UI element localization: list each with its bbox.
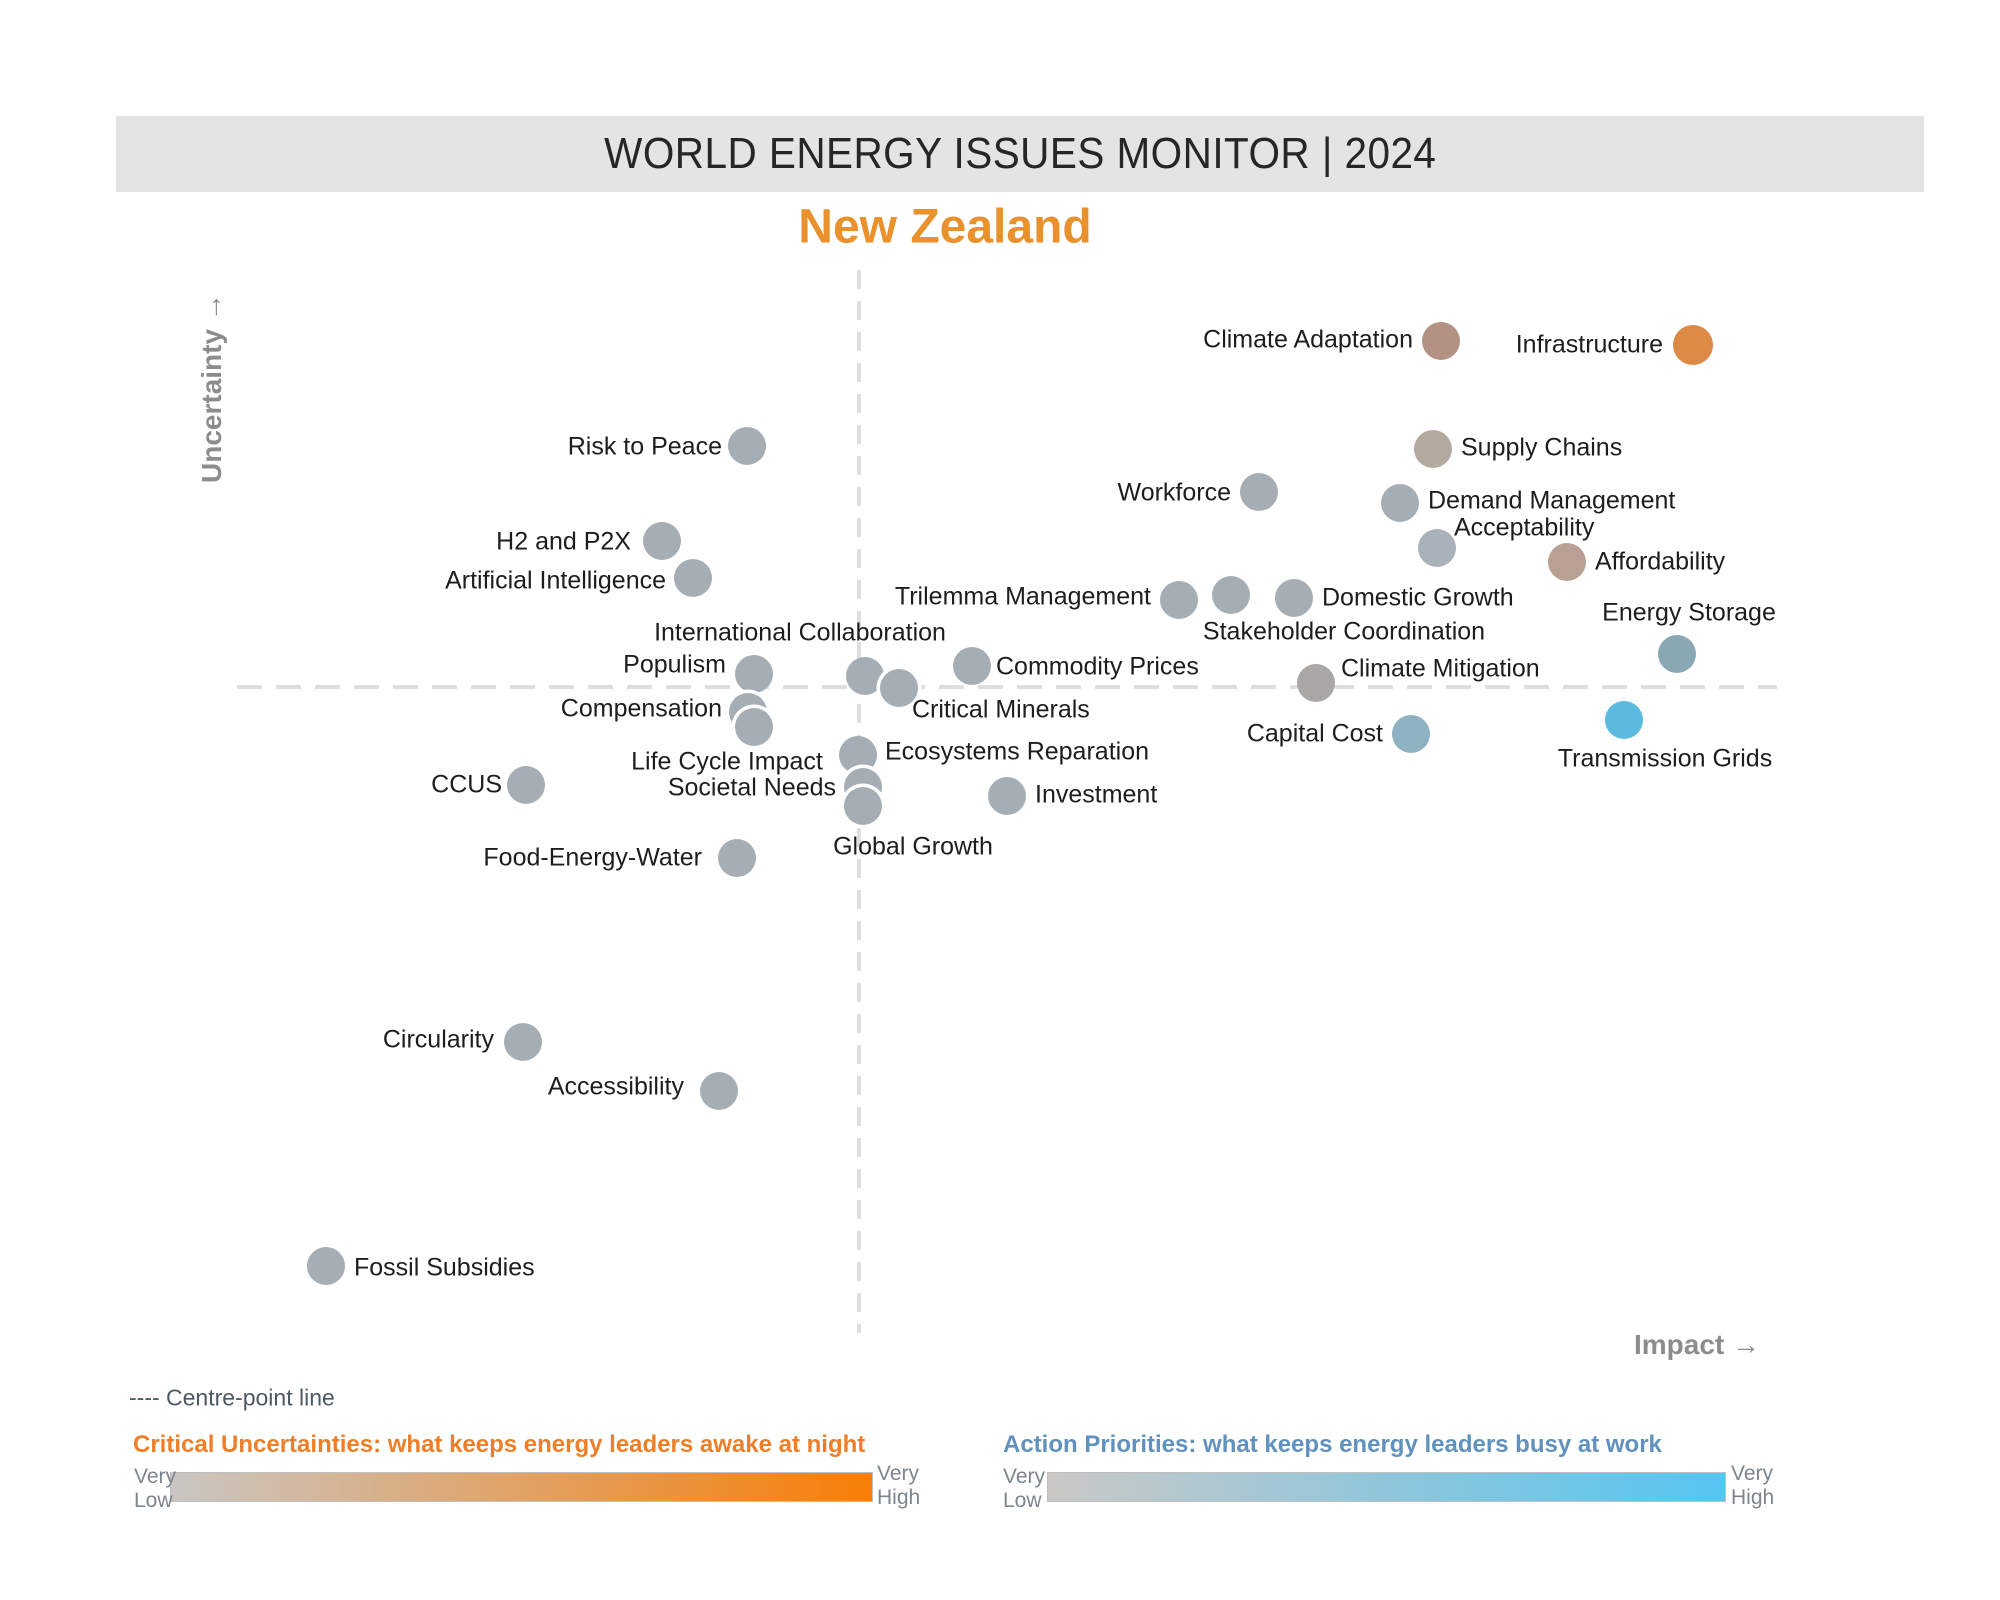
issue-label-acceptability: Acceptability bbox=[1454, 513, 1595, 542]
issue-label-affordability: Affordability bbox=[1595, 547, 1726, 576]
uncertainty-axis-label: Uncertainty → bbox=[196, 293, 227, 483]
issue-label-compensation: Compensation bbox=[560, 694, 722, 723]
issue-label-commodity-prices: Commodity Prices bbox=[996, 652, 1199, 681]
issue-bubble-populism[interactable] bbox=[735, 655, 773, 693]
horizontal-centre-line bbox=[237, 685, 1777, 689]
issue-label-societal-needs: Societal Needs bbox=[667, 773, 836, 802]
issue-bubble-energy-storage[interactable] bbox=[1658, 635, 1696, 673]
issue-label-artificial-intelligence: Artificial Intelligence bbox=[445, 566, 666, 595]
issue-bubble-international-collaboration[interactable] bbox=[846, 657, 884, 695]
issue-bubble-workforce[interactable] bbox=[1240, 473, 1278, 511]
issue-bubble-accessibility[interactable] bbox=[700, 1072, 738, 1110]
action-very-high-label: Very High bbox=[1731, 1462, 1775, 1510]
issue-label-international-collaboration: International Collaboration bbox=[654, 618, 946, 647]
issue-bubble-ecosystems-reparation[interactable] bbox=[839, 736, 877, 774]
issue-label-domestic-growth: Domestic Growth bbox=[1322, 583, 1514, 612]
issue-bubble-risk-to-peace[interactable] bbox=[728, 427, 766, 465]
issue-bubble-fossil-subsidies[interactable] bbox=[307, 1247, 345, 1285]
issue-label-energy-storage: Energy Storage bbox=[1602, 598, 1776, 627]
issue-label-trilemma-management: Trilemma Management bbox=[894, 582, 1151, 611]
issue-label-infrastructure: Infrastructure bbox=[1515, 330, 1663, 359]
issue-bubble-food-energy-water[interactable] bbox=[718, 839, 756, 877]
issue-label-investment: Investment bbox=[1035, 780, 1158, 809]
issue-label-global-growth: Global Growth bbox=[833, 832, 993, 861]
issue-bubble-stakeholder-coordination[interactable] bbox=[1212, 576, 1250, 614]
issue-bubble-commodity-prices[interactable] bbox=[953, 647, 991, 685]
issue-label-ccus: CCUS bbox=[431, 770, 502, 799]
issue-bubble-artificial-intelligence[interactable] bbox=[674, 559, 712, 597]
centre-point-line-legend: ---- Centre-point line bbox=[129, 1384, 335, 1411]
issue-label-capital-cost: Capital Cost bbox=[1246, 719, 1383, 748]
issue-label-workforce: Workforce bbox=[1117, 478, 1231, 507]
issue-label-life-cycle-impact: Life Cycle Impact bbox=[631, 747, 823, 776]
issue-label-climate-adaptation: Climate Adaptation bbox=[1203, 325, 1413, 354]
issue-label-h2-and-p2x: H2 and P2X bbox=[496, 527, 631, 556]
issue-label-supply-chains: Supply Chains bbox=[1461, 433, 1623, 462]
issue-bubble-trilemma-management[interactable] bbox=[1160, 581, 1198, 619]
issue-label-populism: Populism bbox=[623, 650, 726, 679]
issue-bubble-global-growth[interactable] bbox=[844, 787, 882, 825]
header-band: WORLD ENERGY ISSUES MONITOR | 2024 bbox=[116, 116, 1924, 192]
issue-label-transmission-grids: Transmission Grids bbox=[1557, 744, 1773, 773]
page-title: WORLD ENERGY ISSUES MONITOR | 2024 bbox=[603, 129, 1437, 178]
issue-label-stakeholder-coordination: Stakeholder Coordination bbox=[1202, 617, 1486, 646]
country-subtitle: New Zealand bbox=[798, 200, 1092, 254]
issue-bubble-critical-minerals[interactable] bbox=[880, 669, 918, 707]
action-priorities-legend-title: Action Priorities: what keeps energy lea… bbox=[1003, 1431, 1662, 1458]
issue-label-demand-management: Demand Management bbox=[1428, 486, 1676, 515]
issue-bubble-domestic-growth[interactable] bbox=[1275, 579, 1313, 617]
issue-bubble-climate-mitigation[interactable] bbox=[1297, 664, 1335, 702]
issue-bubble-transmission-grids[interactable] bbox=[1605, 701, 1643, 739]
issue-label-fossil-subsidies: Fossil Subsidies bbox=[354, 1253, 535, 1282]
critical-uncertainties-gradient-bar bbox=[170, 1472, 873, 1502]
action-very-low-label: Very Low bbox=[1003, 1465, 1046, 1513]
issue-label-critical-minerals: Critical Minerals bbox=[912, 695, 1090, 724]
critical-very-low-label: Very Low bbox=[134, 1465, 177, 1513]
issue-bubble-infrastructure[interactable] bbox=[1673, 325, 1713, 365]
issue-bubble-supply-chains[interactable] bbox=[1414, 430, 1452, 468]
issue-label-climate-mitigation: Climate Mitigation bbox=[1341, 654, 1540, 683]
issue-bubble-life-cycle-impact[interactable] bbox=[735, 708, 773, 746]
critical-uncertainties-legend-title: Critical Uncertainties: what keeps energ… bbox=[133, 1431, 866, 1458]
issue-label-food-energy-water: Food-Energy-Water bbox=[483, 843, 702, 872]
critical-very-high-label: Very High bbox=[877, 1462, 921, 1510]
issue-label-ecosystems-reparation: Ecosystems Reparation bbox=[885, 737, 1150, 766]
issue-label-accessibility: Accessibility bbox=[547, 1072, 684, 1101]
issue-bubble-acceptability[interactable] bbox=[1418, 529, 1456, 567]
issue-label-circularity: Circularity bbox=[382, 1025, 494, 1054]
issue-bubble-demand-management[interactable] bbox=[1381, 484, 1419, 522]
issue-bubble-investment[interactable] bbox=[988, 777, 1026, 815]
issue-bubble-h2-and-p2x[interactable] bbox=[643, 522, 681, 560]
issue-bubble-ccus[interactable] bbox=[507, 766, 545, 804]
issue-label-risk-to-peace: Risk to Peace bbox=[567, 432, 722, 461]
action-priorities-gradient-bar bbox=[1047, 1472, 1726, 1502]
issue-bubble-capital-cost[interactable] bbox=[1392, 715, 1430, 753]
issue-bubble-climate-adaptation[interactable] bbox=[1422, 322, 1460, 360]
impact-axis-label: Impact → bbox=[1633, 1329, 1760, 1360]
issue-bubble-affordability[interactable] bbox=[1548, 543, 1586, 581]
issue-bubble-circularity[interactable] bbox=[504, 1023, 542, 1061]
